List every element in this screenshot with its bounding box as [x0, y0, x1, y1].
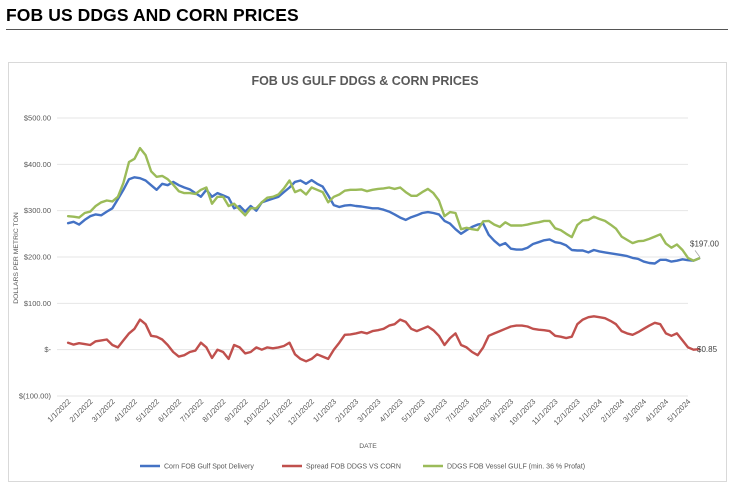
- heading-divider: [6, 29, 728, 30]
- x-tick-label: 5/1/2024: [665, 397, 692, 424]
- x-tick-label: 4/1/2022: [112, 397, 139, 424]
- page-heading: FOB US DDGS AND CORN PRICES: [6, 5, 299, 25]
- series-line-2: [66, 146, 701, 262]
- chart-title: FOB US GULF DDGS & CORN PRICES: [251, 74, 478, 88]
- legend-label: DDGS FOB Vessel GULF (min. 36 % Profat): [447, 464, 585, 471]
- x-axis-ticks: 1/1/20222/1/20223/1/20224/1/20225/1/2022…: [45, 397, 692, 427]
- x-tick-label: 2/1/2023: [333, 397, 360, 424]
- legend-label: Corn FOB Gulf Spot Delivery: [164, 464, 254, 471]
- annotation-leader: [694, 250, 701, 258]
- y-tick-label: $400.00: [24, 160, 51, 169]
- y-tick-label: $100.00: [24, 299, 51, 308]
- y-axis-ticks: $500.00 $400.00 $300.00 $200.00 $100.00 $- $(1…: [19, 114, 52, 401]
- x-tick-label: 2/1/2022: [68, 397, 95, 424]
- x-tick-label: 6/1/2023: [422, 397, 449, 424]
- chart-frame: [8, 62, 727, 482]
- annotation-label: $197.00: [690, 239, 719, 248]
- x-tick-label: 1/1/2023: [311, 397, 338, 424]
- y-tick-label: $-: [44, 345, 51, 354]
- y-tick-label: $300.00: [24, 206, 51, 215]
- y-tick-label: $(100.00): [19, 392, 52, 401]
- series-lines: [66, 146, 701, 363]
- y-tick-label: $500.00: [24, 114, 51, 123]
- annotation-label: $0.85: [697, 345, 718, 354]
- x-tick-label: 6/1/2022: [156, 397, 183, 424]
- x-tick-label: 7/1/2023: [444, 397, 471, 424]
- x-tick-label: 5/1/2022: [134, 397, 161, 424]
- x-tick-label: 1/1/2024: [577, 397, 604, 424]
- legend-label: Spread FOB DDGS VS CORN: [306, 464, 401, 471]
- x-tick-label: 7/1/2022: [178, 397, 205, 424]
- x-tick-label: 3/1/2023: [355, 397, 382, 424]
- gridlines: [57, 117, 688, 397]
- y-axis-title: DOLLARS PER METRIC TON: [13, 212, 20, 304]
- x-tick-label: 8/1/2023: [466, 397, 493, 424]
- x-tick-label: 3/1/2024: [621, 397, 648, 424]
- x-tick-label: 1/1/2022: [45, 397, 72, 424]
- x-tick-label: 5/1/2023: [400, 397, 427, 424]
- x-tick-label: 4/1/2023: [378, 397, 405, 424]
- series-line-1: [66, 315, 701, 363]
- x-tick-label: 8/1/2022: [200, 397, 227, 424]
- x-tick-label: 2/1/2024: [599, 397, 626, 424]
- y-tick-label: $200.00: [24, 253, 51, 262]
- annotations: $197.00 $0.85: [690, 239, 719, 354]
- legend: Corn FOB Gulf Spot Delivery Spread FOB DD…: [140, 464, 585, 471]
- x-axis-title: DATE: [359, 443, 377, 450]
- series-line-0: [66, 176, 701, 265]
- x-tick-label: 4/1/2024: [643, 397, 670, 424]
- x-tick-label: 3/1/2022: [90, 397, 117, 424]
